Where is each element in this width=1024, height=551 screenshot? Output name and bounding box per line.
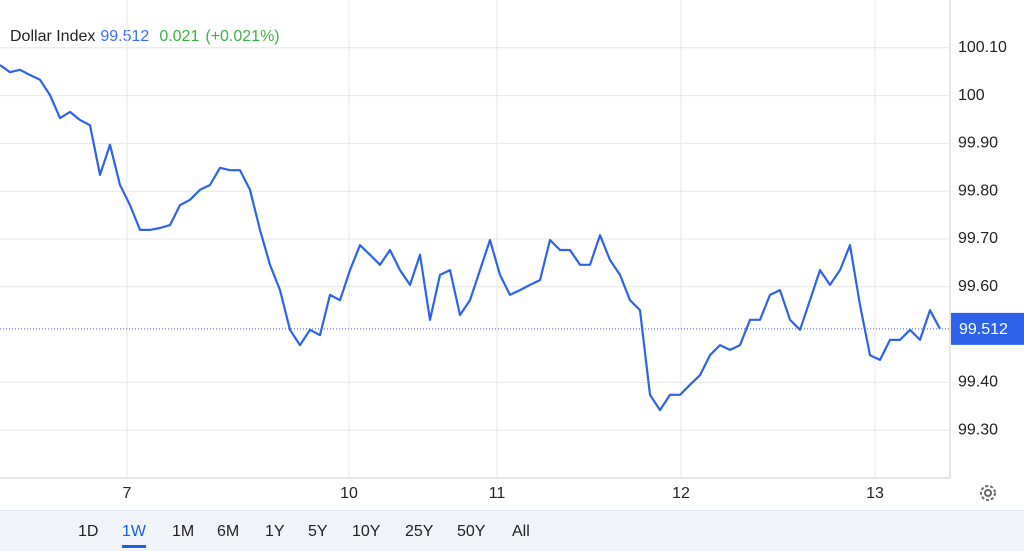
price-badge-label: 99.512 [959,321,1008,338]
range-button[interactable]: 6M [217,523,240,540]
range-button[interactable]: 1Y [265,523,285,540]
x-tick-label: 12 [672,485,690,502]
y-tick-label: 99.40 [958,374,998,391]
range-button[interactable]: All [512,523,530,540]
settings-icon[interactable] [980,485,996,501]
y-tick-label: 99.80 [958,182,998,199]
x-tick-label: 13 [866,485,884,502]
range-bar: 1D 1W 1M 6M 1Y 5Y 10Y 25Y 50Y All [0,510,1024,551]
price-badge [951,312,1024,345]
y-tick-label: 99.90 [958,135,998,152]
x-tick-label: 10 [340,485,358,502]
x-tick-label: 11 [489,485,506,502]
change: 0.021 [159,28,199,45]
y-tick-label: 100.10 [958,39,1007,56]
chart: Dollar Index 99.512 0.021 (+0.021%) 100.… [0,0,1024,502]
range-button[interactable]: 50Y [457,523,486,540]
y-tick-label: 100 [958,87,985,104]
range-button[interactable]: 1W [122,523,146,548]
y-tick-label: 99.70 [958,230,998,247]
range-button[interactable]: 1D [78,523,99,540]
chart-title: Dollar Index [10,28,95,45]
range-button[interactable]: 25Y [405,523,434,540]
y-tick-label: 99.60 [958,278,998,295]
range-button[interactable]: 5Y [308,523,328,540]
range-button[interactable]: 10Y [352,523,381,540]
line [0,64,941,412]
price: 99.512 [100,28,149,45]
y-tick-label: 99.30 [958,421,998,438]
x-tick-label: 7 [123,485,132,502]
change-percent: (+0.021%) [205,28,279,45]
range-button[interactable]: 1M [172,523,195,540]
